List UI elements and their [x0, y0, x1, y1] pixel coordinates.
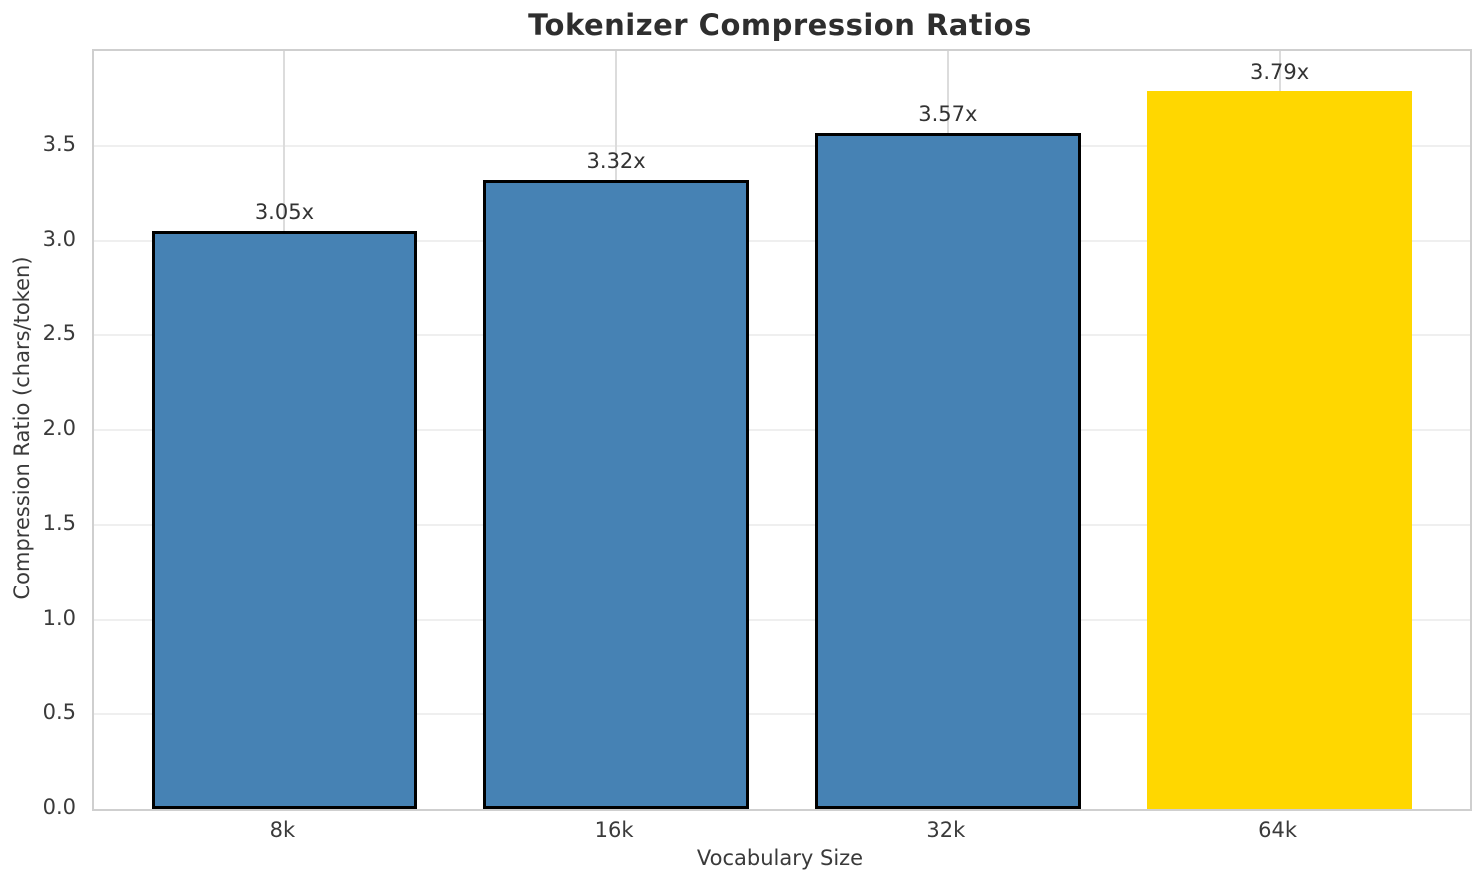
bar-value-label: 3.32x	[586, 148, 646, 173]
x-tick-label-32k: 32k	[926, 818, 966, 842]
y-tick-label: 1.5	[42, 510, 76, 535]
x-tick-label-8k: 8k	[269, 818, 296, 842]
y-tick-label: 0.0	[42, 795, 76, 819]
gridline-horizontal	[94, 429, 1470, 431]
chart-title: Tokenizer Compression Ratios	[528, 8, 1032, 42]
plot-area: 3.05x 3.32x 3.57x 3.79x	[92, 49, 1472, 811]
x-axis-label: Vocabulary Size	[696, 846, 864, 870]
gridline-horizontal	[94, 713, 1470, 716]
x-tick-label-16k: 16k	[594, 818, 634, 842]
bar-value-label: 3.79x	[1249, 59, 1310, 84]
gridline-horizontal	[94, 618, 1470, 621]
y-tick-label: 2.0	[42, 416, 76, 440]
bar-value-label: 3.57x	[918, 101, 978, 126]
gridline-horizontal	[94, 334, 1470, 337]
y-tick-label: 0.5	[42, 700, 76, 725]
gridline-horizontal	[94, 144, 1470, 147]
gridline-horizontal	[94, 523, 1470, 526]
bar-value-label: 3.05x	[254, 200, 314, 225]
bar-8k	[151, 231, 418, 809]
bar-16k	[483, 179, 749, 809]
bar-32k	[815, 132, 1081, 809]
gridline-horizontal	[94, 239, 1470, 242]
x-tick-label-64k: 64k	[1258, 818, 1298, 842]
bar-64k	[1146, 90, 1413, 809]
y-tick-label: 3.5	[42, 131, 76, 156]
y-tick-label: 3.0	[42, 226, 76, 251]
y-tick-label: 1.0	[42, 605, 76, 630]
y-tick-label: 2.5	[42, 321, 76, 346]
